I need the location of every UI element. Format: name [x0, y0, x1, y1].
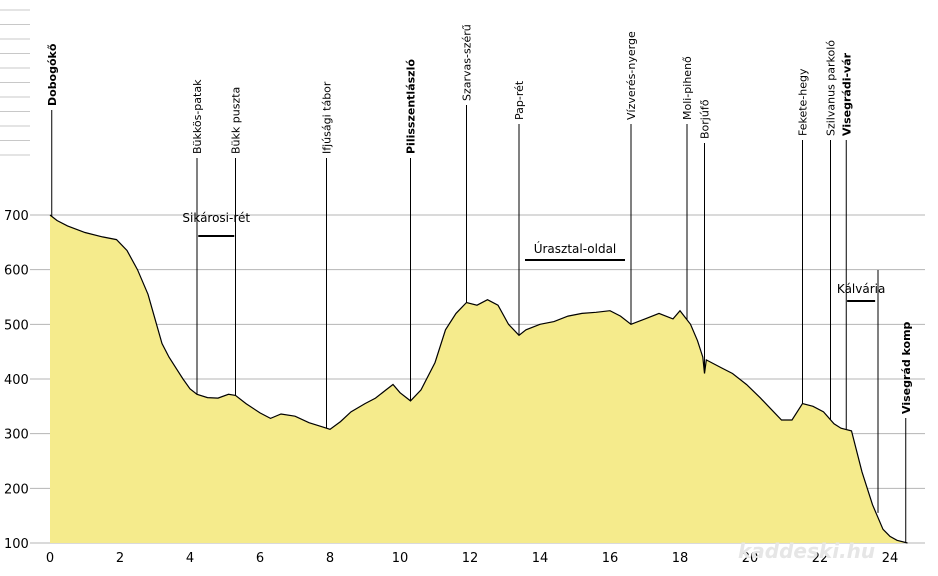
x-tick-label: 8: [326, 551, 334, 566]
waypoint-label: Szarvas-szérű: [461, 24, 474, 101]
waypoint-markers: Dobogókő Bükkös-patak Bükk puszta Ifjúsági …: [46, 24, 913, 543]
segment-markers: Sikárosi-rét Úrasztal-oldal Kálvária: [182, 211, 885, 513]
waypoint-label: Visegrádi-vár: [840, 52, 853, 136]
y-tick-label: 300: [4, 428, 29, 443]
x-tick-label: 2: [116, 551, 124, 566]
watermark-text: kaddeski.hu: [738, 539, 875, 563]
x-tick-label: 22: [812, 551, 829, 566]
x-tick-label: 6: [256, 551, 264, 566]
elevation-fill: [50, 215, 908, 543]
waypoint-label: Moli-pihenő: [681, 56, 694, 120]
y-tick-label: 700: [4, 209, 29, 224]
segment-label: Úrasztal-oldal: [534, 241, 617, 256]
waypoint-label: Dobogókő: [46, 43, 59, 106]
waypoint-label: Szilvanus parkoló: [825, 40, 838, 136]
axes: 0 2 4 6 8 10 12 14 16 18 20 22 241002003004005006007…: [4, 209, 898, 566]
y-tick-label: 400: [4, 373, 29, 388]
y-tick-label: 100: [4, 537, 29, 552]
waypoint-label: Fekete-hegy: [797, 68, 810, 136]
x-tick-label: 16: [602, 551, 619, 566]
waypoint-label: Ifjúsági tábor: [321, 81, 334, 154]
x-tick-label: 14: [532, 551, 549, 566]
waypoint-label: Bükk puszta: [230, 87, 243, 154]
x-tick-label: 20: [742, 551, 759, 566]
waypoint-label: Pilisszentlászló: [405, 59, 418, 154]
x-tick-label: 4: [186, 551, 194, 566]
x-tick-label: 12: [462, 551, 479, 566]
x-tick-label: 0: [46, 551, 54, 566]
waypoint-label: Bükkös-patak: [191, 79, 204, 154]
x-tick-label: 24: [882, 551, 899, 566]
elevation-area: [49, 214, 908, 544]
elevation-line: [49, 214, 908, 544]
segment-label: Kálvária: [837, 282, 885, 296]
waypoint-label: Vízverés-nyerge: [625, 31, 638, 120]
y-tick-label: 500: [4, 318, 29, 333]
y-tick-label: 600: [4, 264, 29, 279]
waypoint-label: Pap-rét: [513, 80, 526, 120]
segment-label: Sikárosi-rét: [182, 211, 250, 225]
x-tick-label: 18: [672, 551, 689, 566]
x-tick-label: 10: [392, 551, 409, 566]
waypoint-label: Borjúfő: [699, 99, 712, 139]
waypoint-label: Visegrád komp: [900, 321, 913, 414]
y-tick-label: 200: [4, 482, 29, 497]
